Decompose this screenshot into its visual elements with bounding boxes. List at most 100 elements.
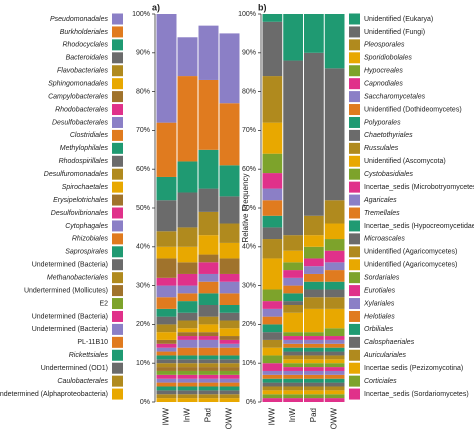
bar-segment bbox=[262, 332, 283, 340]
bar-segment bbox=[198, 374, 219, 379]
bar-segment bbox=[304, 14, 324, 53]
bar-segment bbox=[219, 363, 240, 368]
legend-label: Sporidiobolales bbox=[364, 55, 412, 62]
y-tick-label: 30% bbox=[136, 282, 150, 289]
bar-segment bbox=[198, 332, 219, 337]
bar-segment bbox=[219, 328, 240, 337]
bar-segment bbox=[198, 273, 219, 282]
legend-label: Methanobacteriales bbox=[47, 275, 109, 282]
legend-label: Microascales bbox=[364, 236, 405, 243]
bar-segment bbox=[198, 211, 219, 236]
bar-segment bbox=[262, 14, 283, 22]
bar-segment bbox=[177, 386, 198, 391]
legend-label: Agaricales bbox=[363, 197, 397, 204]
bar-segment bbox=[219, 196, 240, 224]
bar-segment bbox=[324, 351, 345, 356]
bar-segment bbox=[198, 382, 219, 387]
legend-label: Pleosporales bbox=[364, 42, 405, 49]
bar-segment bbox=[177, 347, 198, 356]
bar-segment bbox=[324, 308, 345, 329]
legend-label: Cystobasidiales bbox=[364, 171, 414, 178]
bar-segment bbox=[219, 347, 240, 356]
bar-segment bbox=[262, 239, 283, 259]
bar-segment bbox=[219, 374, 240, 379]
bar-segment bbox=[198, 339, 219, 348]
y-axis-label: Relative Frequency bbox=[241, 174, 250, 243]
bar-segment bbox=[219, 339, 240, 344]
bar-segment bbox=[324, 394, 345, 399]
legend-swatch bbox=[112, 52, 123, 64]
bar-segment bbox=[304, 281, 324, 290]
bar-segment bbox=[156, 386, 177, 391]
bar-segment bbox=[324, 223, 345, 240]
legend-label: Pseudomonadales bbox=[50, 16, 108, 23]
bar-segment bbox=[283, 359, 303, 364]
legend-swatch bbox=[349, 39, 360, 51]
bar-segment bbox=[324, 297, 345, 309]
legend-swatch bbox=[349, 349, 360, 361]
bar-segment bbox=[198, 293, 219, 305]
bar-segment bbox=[262, 289, 283, 302]
bar-segment bbox=[177, 363, 198, 368]
legend-label: Erysipelotrichales bbox=[53, 197, 108, 204]
bar-segment bbox=[262, 258, 283, 290]
bar-segment bbox=[262, 390, 283, 395]
bar-segment bbox=[198, 355, 219, 360]
bar-segment bbox=[262, 370, 283, 375]
bar-segment bbox=[219, 355, 240, 360]
legend-swatch bbox=[112, 39, 123, 51]
legend-swatch bbox=[349, 388, 360, 400]
x-tick-label: OWW bbox=[225, 408, 234, 430]
legend-label: Unidentified (Eukarya) bbox=[364, 16, 433, 23]
legend-label: Saprospirales bbox=[65, 249, 108, 256]
bar-segment bbox=[177, 328, 198, 333]
legend-swatch bbox=[349, 155, 360, 167]
bar-segment bbox=[262, 347, 283, 356]
bar-segment bbox=[177, 336, 198, 340]
bar-segment bbox=[198, 386, 219, 391]
legend-label: Hypocreales bbox=[364, 68, 403, 75]
legend-label: Polyporales bbox=[364, 119, 401, 126]
legend-label: E2 bbox=[99, 300, 108, 307]
legend-swatch bbox=[349, 65, 360, 77]
y-tick-label: 10% bbox=[136, 360, 150, 367]
legend-label: Saccharomycetales bbox=[364, 93, 426, 100]
bar-segment bbox=[324, 239, 345, 251]
bar-segment bbox=[156, 374, 177, 379]
legend-swatch bbox=[349, 116, 360, 128]
legend-swatch bbox=[349, 129, 360, 141]
bar-segment bbox=[198, 188, 219, 212]
legend-swatch bbox=[112, 323, 123, 335]
legend-label: Chaetothyriales bbox=[364, 132, 413, 139]
bar-segment bbox=[324, 386, 345, 391]
bar-segment bbox=[219, 320, 240, 329]
legend-swatch bbox=[112, 233, 123, 245]
legend-swatch bbox=[112, 220, 123, 232]
legend-label: Corticiales bbox=[364, 378, 397, 385]
bar-segment bbox=[219, 359, 240, 364]
bar-segment bbox=[304, 359, 324, 364]
legend-label: Incertae_sedis (Sordariomycetes) bbox=[364, 391, 469, 398]
bar-segment bbox=[324, 200, 345, 224]
legend-swatch bbox=[349, 78, 360, 90]
bar-segment bbox=[219, 394, 240, 399]
bar-segment bbox=[219, 258, 240, 274]
legend-swatch bbox=[349, 13, 360, 25]
bar-segment bbox=[304, 386, 324, 391]
bar-segment bbox=[198, 336, 219, 340]
bar-segment bbox=[177, 374, 198, 379]
bar-segment bbox=[177, 398, 198, 402]
legend-swatch bbox=[112, 388, 123, 400]
bar-segment bbox=[198, 324, 219, 333]
legend-label: Clostridiales bbox=[70, 132, 109, 139]
bar-segment bbox=[324, 367, 345, 371]
legend-label: Spirochaetales bbox=[62, 184, 109, 191]
legend-label: Desulfovibrionales bbox=[51, 210, 109, 217]
bar-segment bbox=[156, 398, 177, 402]
bar-segment bbox=[156, 297, 177, 309]
legend-swatch bbox=[112, 336, 123, 348]
bar-segment bbox=[262, 200, 283, 216]
bar-segment bbox=[304, 367, 324, 371]
bar-segment bbox=[156, 382, 177, 387]
bar-segment bbox=[324, 289, 345, 298]
